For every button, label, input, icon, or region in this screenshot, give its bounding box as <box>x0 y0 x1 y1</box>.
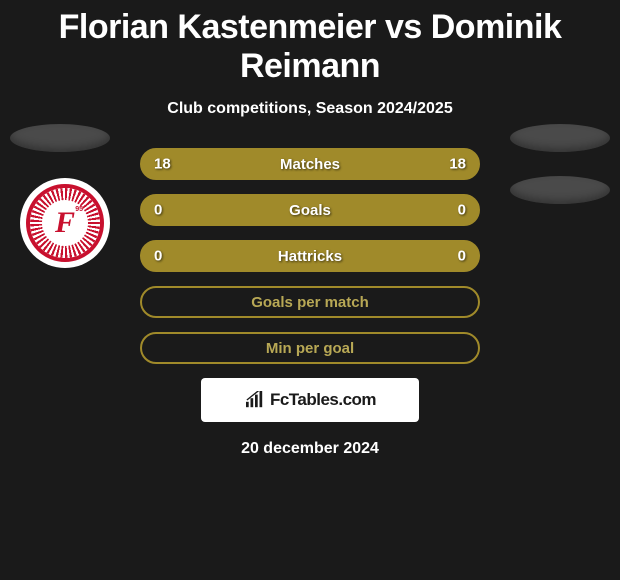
stat-row-goals: 0 Goals 0 <box>140 194 480 226</box>
stat-label: Goals <box>289 202 331 219</box>
stat-label: Hattricks <box>278 248 342 265</box>
attribution-badge: FcTables.com <box>201 378 419 422</box>
stats-column: 18 Matches 18 0 Goals 0 0 Hattricks 0 Go… <box>140 148 480 364</box>
badge-number: 95 <box>75 206 83 213</box>
date-text: 20 december 2024 <box>0 440 620 458</box>
stat-row-matches: 18 Matches 18 <box>140 148 480 180</box>
stat-label: Matches <box>280 156 340 173</box>
stat-row-goals-per-match: Goals per match <box>140 286 480 318</box>
player-left-name: Florian Kastenmeier <box>59 8 376 46</box>
stat-row-min-per-goal: Min per goal <box>140 332 480 364</box>
vs-separator: vs <box>385 8 422 46</box>
stat-left-value: 0 <box>154 202 162 219</box>
stat-right-value: 0 <box>458 202 466 219</box>
attribution-text: FcTables.com <box>270 390 376 410</box>
stat-row-hattricks: 0 Hattricks 0 <box>140 240 480 272</box>
subtitle: Club competitions, Season 2024/2025 <box>0 100 620 118</box>
comparison-title: Florian Kastenmeier vs Dominik Reimann <box>0 0 620 86</box>
stat-right-value: 18 <box>449 156 466 173</box>
stat-label: Goals per match <box>251 294 369 311</box>
stat-left-value: 0 <box>154 248 162 265</box>
stat-left-value: 18 <box>154 156 171 173</box>
stat-right-value: 0 <box>458 248 466 265</box>
stat-label: Min per goal <box>266 340 354 357</box>
badge-letter: F <box>55 208 75 238</box>
chart-icon <box>244 391 266 409</box>
